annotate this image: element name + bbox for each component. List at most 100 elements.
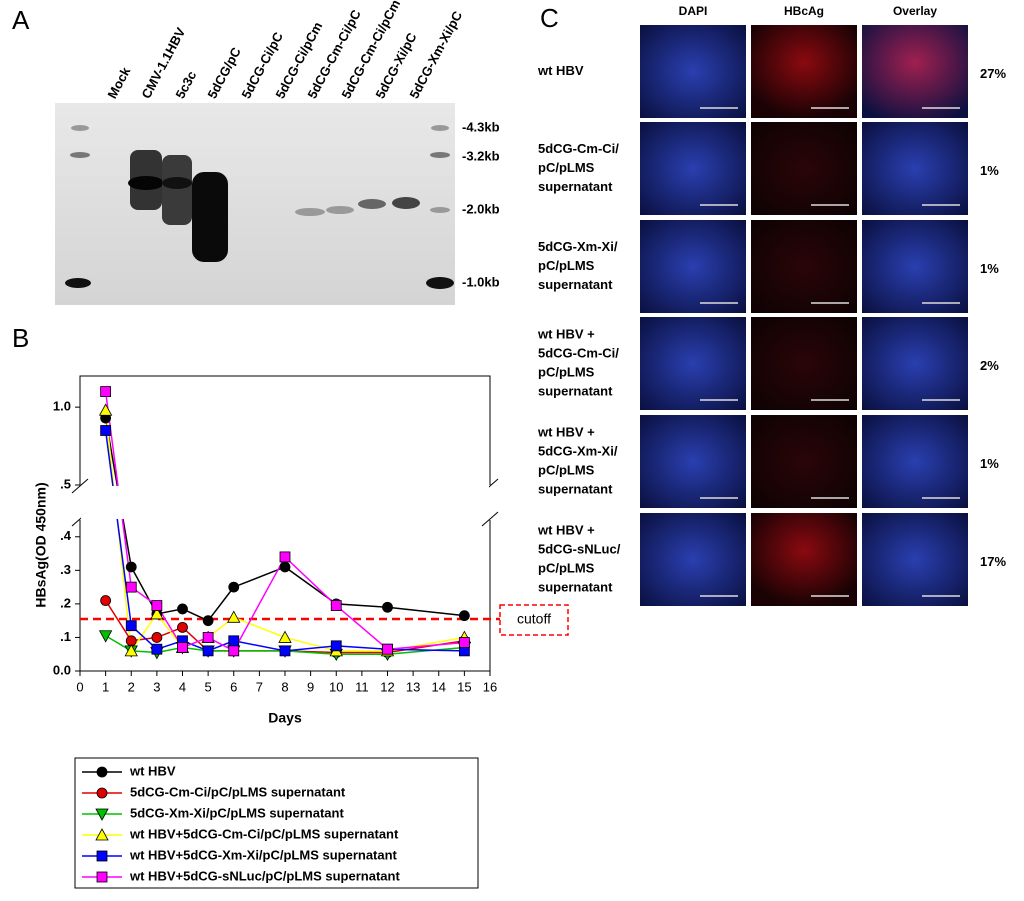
micrograph bbox=[751, 220, 857, 313]
axis-break bbox=[71, 478, 89, 494]
panel-letter: C bbox=[540, 3, 559, 33]
legend-marker bbox=[96, 871, 108, 883]
marker bbox=[98, 403, 113, 416]
legend-marker bbox=[96, 850, 108, 862]
marker bbox=[202, 632, 214, 643]
marker bbox=[279, 645, 291, 657]
marker bbox=[382, 643, 393, 655]
series-line bbox=[104, 417, 465, 622]
series-line bbox=[104, 410, 465, 653]
legend-marker bbox=[96, 787, 108, 799]
y-tick-label: .1 bbox=[60, 629, 71, 644]
row-label: pC/pLMS bbox=[538, 462, 595, 477]
marker bbox=[228, 581, 240, 593]
marker bbox=[151, 600, 163, 611]
row-label: supernatant bbox=[538, 277, 613, 292]
row-label: supernatant bbox=[538, 383, 613, 398]
marker bbox=[151, 643, 163, 655]
legend-label: 5dCG-Xm-Xi/pC/pLMS supernatant bbox=[130, 805, 344, 820]
micrograph bbox=[640, 25, 746, 118]
cutoff-box bbox=[499, 604, 569, 636]
size-marker: -3.2kb bbox=[462, 148, 500, 163]
x-tick-label: 3 bbox=[153, 679, 160, 694]
series-lines bbox=[104, 391, 465, 655]
micrograph bbox=[862, 415, 968, 508]
cutoff-label: cutoff bbox=[517, 611, 551, 627]
row-label: pC/pLMS bbox=[538, 560, 595, 575]
marker bbox=[458, 610, 470, 622]
marker bbox=[202, 645, 214, 657]
marker bbox=[227, 610, 241, 623]
series-line bbox=[104, 430, 465, 652]
marker bbox=[330, 640, 342, 652]
legend-marker bbox=[95, 828, 109, 841]
marker bbox=[100, 595, 112, 606]
marker bbox=[458, 637, 470, 648]
row-label: 5dCG-Xm-Xi/ bbox=[538, 443, 618, 458]
x-tick-label: 8 bbox=[281, 679, 288, 694]
micrograph bbox=[862, 513, 968, 606]
micrograph bbox=[640, 122, 746, 215]
lane-label: 5c3c bbox=[172, 68, 199, 101]
y-tick-label: .3 bbox=[60, 562, 71, 577]
x-tick-label: 11 bbox=[355, 679, 369, 694]
micrograph bbox=[640, 220, 746, 313]
x-tick-label: 4 bbox=[179, 679, 186, 694]
size-marker: -1.0kb bbox=[462, 274, 500, 289]
axis-break bbox=[481, 511, 499, 527]
x-tick-label: 15 bbox=[457, 679, 471, 694]
row-label: 5dCG-sNLuc/ bbox=[538, 541, 621, 556]
row-label: 5dCG-Xm-Xi/ bbox=[538, 239, 618, 254]
x-tick-label: 1 bbox=[102, 679, 109, 694]
percent-label: 1% bbox=[980, 456, 999, 471]
legend-label: 5dCG-Cm-Ci/pC/pLMS supernatant bbox=[130, 784, 346, 799]
micrograph bbox=[640, 415, 746, 508]
marker bbox=[100, 425, 112, 436]
marker bbox=[279, 551, 291, 563]
row-label: wt HBV + bbox=[537, 522, 595, 537]
x-tick-label: 5 bbox=[205, 679, 212, 694]
marker bbox=[278, 630, 292, 643]
micrograph bbox=[751, 25, 857, 118]
column-header: DAPI bbox=[679, 4, 708, 18]
micrograph bbox=[751, 415, 857, 508]
micrograph bbox=[862, 25, 968, 118]
row-label: wt HBV + bbox=[537, 326, 595, 341]
x-tick-label: 6 bbox=[230, 679, 237, 694]
panel-letter: A bbox=[12, 5, 30, 35]
percent-label: 2% bbox=[980, 358, 999, 373]
marker bbox=[125, 620, 137, 632]
micrograph bbox=[862, 317, 968, 410]
micrograph bbox=[751, 317, 857, 410]
blot-image bbox=[55, 103, 455, 305]
column-header: Overlay bbox=[893, 4, 937, 18]
micrograph bbox=[862, 220, 968, 313]
size-marker: -2.0kb bbox=[462, 201, 500, 216]
lane-label: 5dCG-Xm-Xi/pC bbox=[406, 8, 465, 101]
legend-marker bbox=[96, 766, 108, 778]
break-mask bbox=[81, 486, 489, 519]
row-label: pC/pLMS bbox=[538, 364, 595, 379]
x-tick-label: 2 bbox=[128, 679, 135, 694]
panel-letter: B bbox=[12, 323, 29, 353]
lane-label: Mock bbox=[104, 64, 133, 101]
column-header: HBcAg bbox=[784, 4, 824, 18]
x-tick-label: 14 bbox=[432, 679, 446, 694]
marker bbox=[124, 644, 138, 657]
marker bbox=[177, 603, 188, 615]
x-tick-label: 16 bbox=[483, 679, 497, 694]
marker bbox=[177, 642, 188, 653]
y-tick-label: .5 bbox=[60, 476, 71, 491]
size-marker: -4.3kb bbox=[462, 119, 500, 134]
y-tick-label: .2 bbox=[60, 595, 71, 610]
marker bbox=[382, 601, 393, 613]
row-label: 5dCG-Cm-Ci/ bbox=[538, 141, 619, 156]
plot-frame bbox=[79, 375, 491, 672]
marker bbox=[202, 615, 214, 627]
percent-label: 1% bbox=[980, 261, 999, 276]
percent-label: 1% bbox=[980, 163, 999, 178]
x-tick-label: 9 bbox=[307, 679, 314, 694]
legend-label: wt HBV+5dCG-Xm-Xi/pC/pLMS supernatant bbox=[129, 847, 398, 862]
row-label: supernatant bbox=[538, 481, 613, 496]
